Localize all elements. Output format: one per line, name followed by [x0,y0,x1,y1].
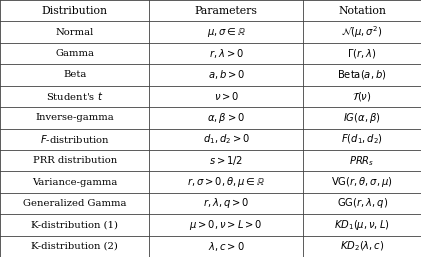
Text: Student's $t$: Student's $t$ [46,90,104,102]
Text: $\mathrm{GG}(r, \lambda, q)$: $\mathrm{GG}(r, \lambda, q)$ [336,196,388,210]
Text: $\mathit{KD}_2(\lambda, c)$: $\mathit{KD}_2(\lambda, c)$ [340,240,384,253]
Text: $\mathrm{Beta}(a, b)$: $\mathrm{Beta}(a, b)$ [337,68,387,81]
Text: Variance-gamma: Variance-gamma [32,178,117,187]
Text: $r, \lambda > 0$: $r, \lambda > 0$ [209,47,244,60]
Text: $F(d_1, d_2)$: $F(d_1, d_2)$ [341,132,383,146]
Text: Distribution: Distribution [42,6,108,16]
Text: $s > 1/2$: $s > 1/2$ [209,154,243,167]
Text: Beta: Beta [63,70,86,79]
Text: $\mathit{KD}_1(\mu, \nu, L)$: $\mathit{KD}_1(\mu, \nu, L)$ [334,218,390,232]
Text: $\mathcal{N}(\mu, \sigma^2)$: $\mathcal{N}(\mu, \sigma^2)$ [341,24,383,40]
Text: $\mathit{PRR}_s$: $\mathit{PRR}_s$ [349,154,375,168]
Text: $\lambda, c > 0$: $\lambda, c > 0$ [208,240,245,253]
Text: $a, b > 0$: $a, b > 0$ [208,68,245,81]
Text: $d_1, d_2 > 0$: $d_1, d_2 > 0$ [203,132,250,146]
Text: $\nu > 0$: $\nu > 0$ [213,90,239,102]
Text: Inverse-gamma: Inverse-gamma [35,113,114,122]
Text: Notation: Notation [338,6,386,16]
Text: $\mu, \sigma \in \mathbb{R}$: $\mu, \sigma \in \mathbb{R}$ [207,26,246,39]
Text: K-distribution (1): K-distribution (1) [31,220,118,230]
Text: Normal: Normal [56,27,94,37]
Text: $r, \sigma > 0, \theta, \mu \in \mathbb{R}$: $r, \sigma > 0, \theta, \mu \in \mathbb{… [187,175,266,189]
Text: $\Gamma(r, \lambda)$: $\Gamma(r, \lambda)$ [347,47,377,60]
Text: $\alpha, \beta > 0$: $\alpha, \beta > 0$ [207,111,245,125]
Text: Gamma: Gamma [55,49,94,58]
Text: $r, \lambda, q > 0$: $r, \lambda, q > 0$ [203,196,250,210]
Text: PRR distribution: PRR distribution [32,156,117,165]
Text: $\mathcal{T}(\nu)$: $\mathcal{T}(\nu)$ [352,90,372,103]
Text: Parameters: Parameters [195,6,258,16]
Text: K-distribution (2): K-distribution (2) [31,242,118,251]
Text: $\mu > 0, \nu > L > 0$: $\mu > 0, \nu > L > 0$ [189,218,263,232]
Text: $\mathrm{VG}(r, \theta, \sigma, \mu)$: $\mathrm{VG}(r, \theta, \sigma, \mu)$ [331,175,393,189]
Text: $\mathit{IG}(\alpha, \beta)$: $\mathit{IG}(\alpha, \beta)$ [343,111,381,125]
Text: $F$-distribution: $F$-distribution [40,133,110,145]
Text: Generalized Gamma: Generalized Gamma [23,199,126,208]
